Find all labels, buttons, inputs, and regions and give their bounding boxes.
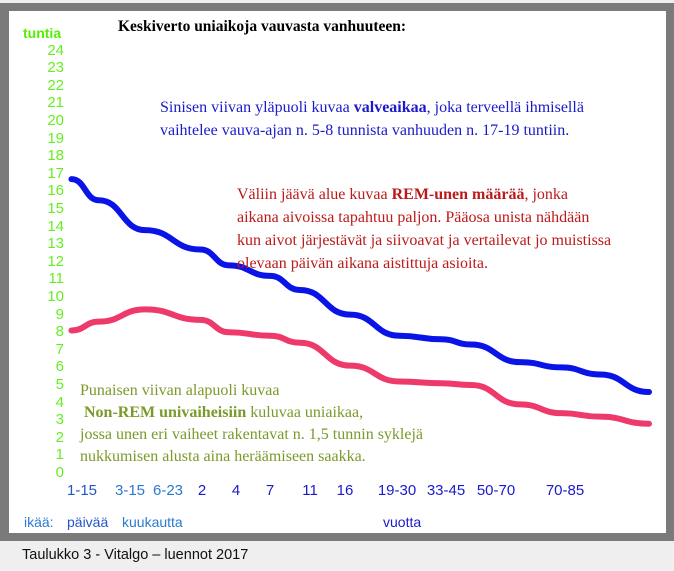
y-tick-label: 20 <box>47 112 64 129</box>
age-prefix-label: ikää: <box>24 514 54 530</box>
note-text: kun aivot järjestävät ja siivoavat ja ve… <box>237 232 612 249</box>
y-tick-label: 23 <box>47 59 64 77</box>
y-tick-label: 0 <box>55 464 64 481</box>
note-text: nukkumisen alusta aina heräämiseen saakk… <box>80 448 366 465</box>
note-text: , joka terveellä ihmisellä <box>426 99 584 116</box>
note-bold: REM-unen määrää <box>391 186 525 203</box>
note-text: jossa unen eri vaiheet rakentavat n. 1,5… <box>80 426 424 443</box>
y-tick-label: 3 <box>55 411 64 429</box>
y-tick-label: 22 <box>47 76 64 94</box>
note-text: Punaisen viivan alapuoli kuvaa <box>80 382 280 399</box>
note-text: , jonka <box>524 186 569 203</box>
annotation-non-rem: Punaisen viivan alapuoli kuvaa Non-REM u… <box>80 380 423 468</box>
y-tick-label: 10 <box>47 288 64 305</box>
y-tick-label: 7 <box>55 340 64 358</box>
y-tick-label: 18 <box>47 147 64 165</box>
figure-caption: Taulukko 3 - Vitalgo – luennot 2017 <box>22 547 249 563</box>
annotation-wake-time: Sinisen viivan yläpuoli kuvaa valveaikaa… <box>160 96 584 142</box>
note-text: olevaan päivän aikana aistittuja asioita… <box>237 255 489 272</box>
x-tick-label: 50-70 <box>476 482 516 499</box>
note-text: vaihtelee vauva-ajan n. 5-8 tunnista van… <box>160 122 570 139</box>
y-tick-label: 19 <box>47 129 64 147</box>
y-tick-label: 13 <box>47 235 64 253</box>
y-tick-label: 16 <box>47 182 64 200</box>
note-text: Väliin jäävä alue kuvaa <box>237 186 392 203</box>
unit-months-label: kuukautta <box>122 514 183 530</box>
y-tick-label: 12 <box>47 252 64 270</box>
y-tick-label: 8 <box>55 323 64 341</box>
y-tick-label: 6 <box>55 358 64 376</box>
note-text: kuluvaa uniaikaa, <box>246 404 364 421</box>
x-tick-label: 7 <box>265 482 275 499</box>
note-bold: valveaikaa <box>353 99 427 116</box>
annotation-rem: Väliin jäävä alue kuvaa REM-unen määrää,… <box>237 183 611 275</box>
x-tick-label: 33-45 <box>426 482 466 499</box>
x-tick-label: 4 <box>231 482 241 499</box>
y-tick-label: 4 <box>55 393 64 411</box>
x-tick-label: 11 <box>302 482 318 499</box>
y-tick-label: 5 <box>55 376 64 393</box>
note-bold: Non-REM univaiheisiin <box>84 404 247 421</box>
y-tick-label: 17 <box>47 164 64 182</box>
unit-years-label: vuotta <box>383 514 422 530</box>
y-tick-label: 14 <box>47 217 64 235</box>
y-tick-label: 11 <box>48 270 64 288</box>
y-tick-label: 15 <box>47 200 64 217</box>
y-tick-label: 24 <box>47 41 64 59</box>
y-tick-label: 1 <box>55 446 64 464</box>
x-tick-label: 2 <box>197 482 207 499</box>
chart-panel <box>9 11 666 533</box>
unit-days-label: päivää <box>67 514 109 530</box>
x-tick-label: 16 <box>336 482 354 499</box>
y-axis-label: tuntia <box>23 25 62 41</box>
x-tick-label: 6-23 <box>152 482 184 499</box>
y-tick-label: 2 <box>55 428 64 446</box>
note-text: aikana aivoissa tapahtuu paljon. Pääosa … <box>237 209 590 226</box>
x-tick-label: 3-15 <box>114 482 146 499</box>
series-line-valveaika-raja <box>68 176 652 396</box>
x-tick-label: 19-30 <box>377 482 417 499</box>
note-text: Sinisen viivan yläpuoli kuvaa <box>160 99 354 116</box>
x-tick-label: 70-85 <box>545 482 585 499</box>
series-line-non-rem-raja <box>68 306 652 427</box>
chart-title: Keskiverto uniaikoja vauvasta vanhuuteen… <box>118 18 407 35</box>
y-tick-label: 21 <box>47 94 64 112</box>
y-tick-label: 9 <box>55 305 64 323</box>
x-tick-label: 1-15 <box>66 482 98 499</box>
